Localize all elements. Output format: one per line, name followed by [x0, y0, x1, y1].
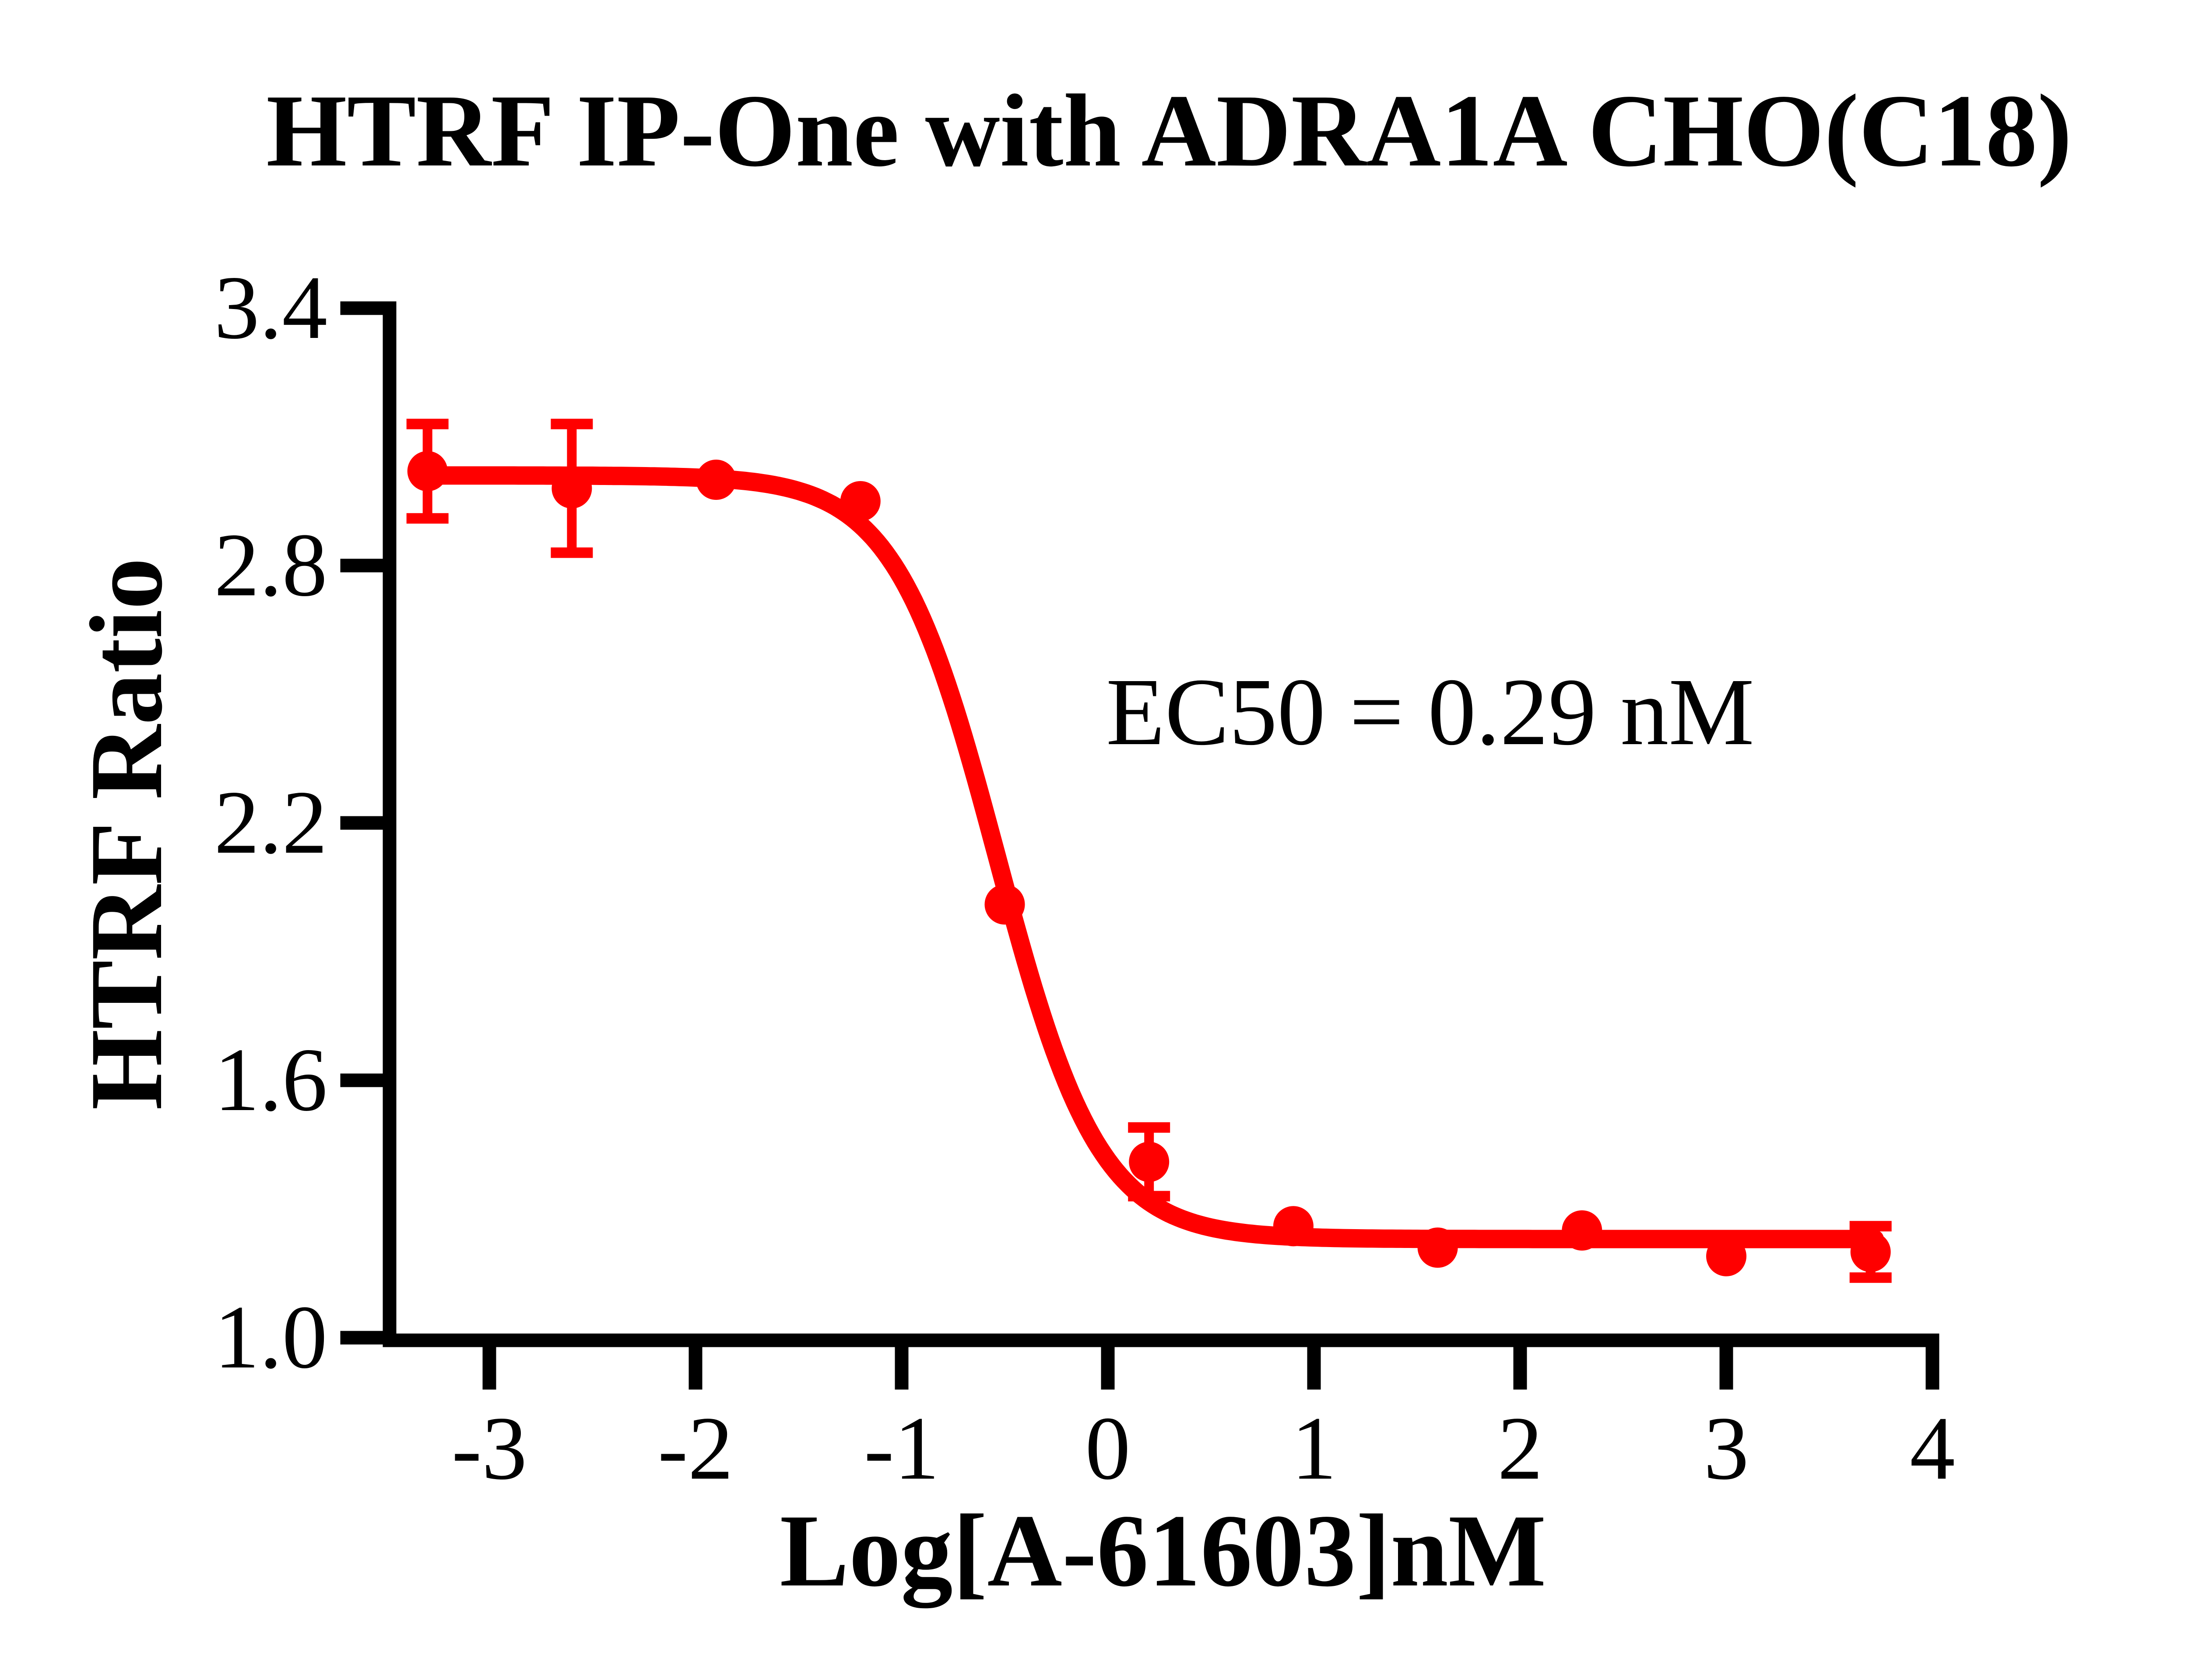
x-tick-label: 2	[1497, 1398, 1543, 1498]
y-tick-label: 2.8	[214, 515, 327, 615]
fit-curve	[418, 466, 1884, 1248]
x-tick-label: 1	[1291, 1398, 1337, 1498]
x-tick-label: 3	[1704, 1398, 1749, 1498]
x-tick-label: -1	[864, 1398, 939, 1498]
data-point-marker	[407, 451, 448, 492]
axes-layer: 3.4 2.8 2.2 1.6 1.0 -3 -2 -1 0 1 2 3 4	[214, 257, 1955, 1498]
y-axis-title: HTRF Ratio	[69, 558, 184, 1110]
y-tick-label: 1.0	[214, 1287, 327, 1387]
x-tick-label: 4	[1910, 1398, 1955, 1498]
x-tick-label: -3	[452, 1398, 527, 1498]
y-tick-label: 3.4	[214, 257, 327, 358]
x-tick-label: -2	[658, 1398, 733, 1498]
data-point-marker	[1562, 1210, 1602, 1251]
data-point-marker	[840, 481, 881, 521]
chart-title: HTRF IP-One with ADRA1A CHO(C18)	[266, 74, 2072, 188]
data-point-marker	[552, 468, 592, 509]
ec50-annotation: EC50 = 0.29 nM	[1106, 658, 1754, 765]
fit-curve-layer	[418, 466, 1884, 1248]
data-point-marker	[1706, 1236, 1746, 1276]
data-point-marker	[1850, 1232, 1891, 1272]
data-point-marker	[1129, 1142, 1170, 1182]
data-point-marker	[696, 460, 737, 500]
x-axis-title: Log[A-61603]nM	[780, 1494, 1546, 1608]
data-point-marker	[984, 884, 1025, 925]
data-point-marker	[1417, 1227, 1458, 1268]
data-point-marker	[1273, 1206, 1314, 1247]
y-tick-label: 2.2	[214, 772, 327, 872]
y-tick-label: 1.6	[214, 1030, 327, 1130]
data-points-layer	[407, 451, 1891, 1276]
x-tick-label: 0	[1085, 1398, 1131, 1498]
